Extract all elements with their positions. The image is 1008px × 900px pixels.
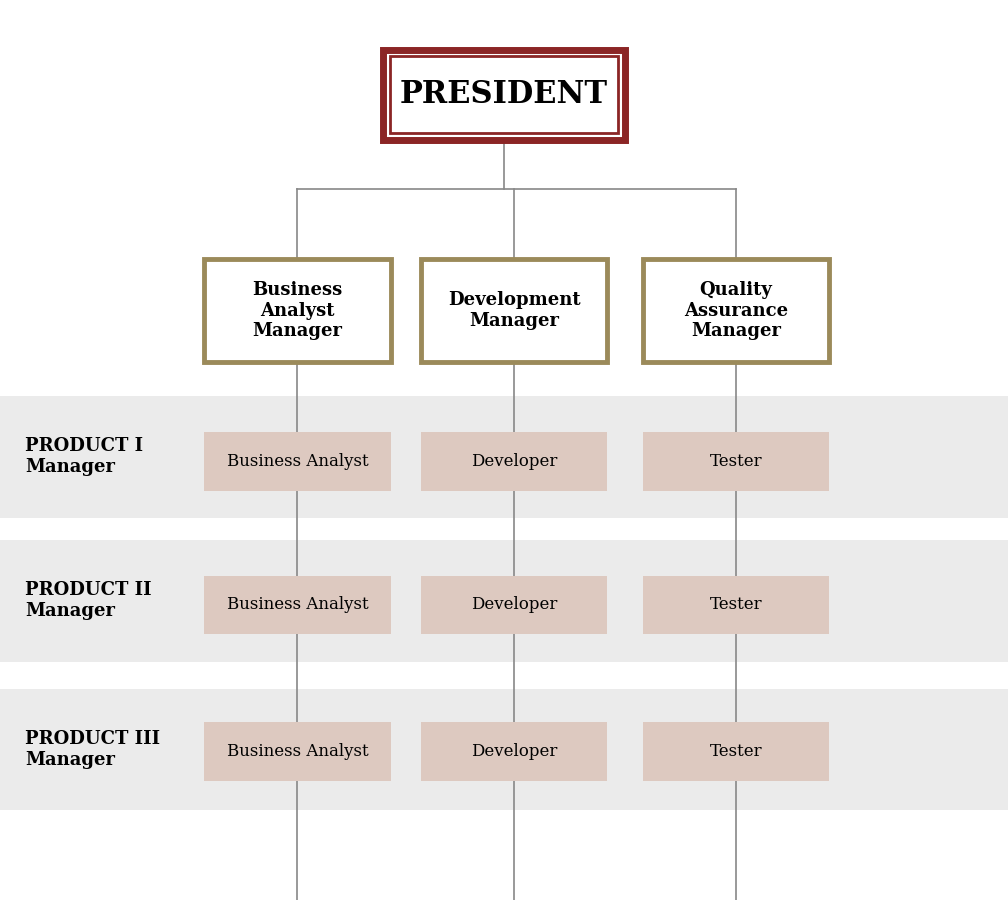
Bar xyxy=(0,540,1008,662)
Text: Business Analyst: Business Analyst xyxy=(227,743,368,760)
FancyBboxPatch shape xyxy=(642,259,829,362)
Text: Quality
Assurance
Manager: Quality Assurance Manager xyxy=(683,281,788,340)
FancyBboxPatch shape xyxy=(383,50,625,140)
Text: Development
Manager: Development Manager xyxy=(448,291,581,330)
FancyBboxPatch shape xyxy=(204,722,390,780)
Text: PRODUCT I
Manager: PRODUCT I Manager xyxy=(25,437,143,476)
FancyBboxPatch shape xyxy=(642,722,829,780)
Text: Business Analyst: Business Analyst xyxy=(227,597,368,613)
Text: PRESIDENT: PRESIDENT xyxy=(400,79,608,110)
Text: PRODUCT II
Manager: PRODUCT II Manager xyxy=(25,581,152,620)
Text: Developer: Developer xyxy=(471,743,557,760)
Text: Developer: Developer xyxy=(471,597,557,613)
Text: Business Analyst: Business Analyst xyxy=(227,454,368,470)
Text: Tester: Tester xyxy=(710,743,762,760)
Bar xyxy=(0,396,1008,518)
FancyBboxPatch shape xyxy=(390,56,618,133)
FancyBboxPatch shape xyxy=(420,722,607,780)
FancyBboxPatch shape xyxy=(420,259,607,362)
FancyBboxPatch shape xyxy=(204,576,390,634)
FancyBboxPatch shape xyxy=(642,576,829,634)
Text: PRODUCT III
Manager: PRODUCT III Manager xyxy=(25,730,160,769)
FancyBboxPatch shape xyxy=(642,432,829,491)
FancyBboxPatch shape xyxy=(204,259,390,362)
Text: Tester: Tester xyxy=(710,597,762,613)
Text: Tester: Tester xyxy=(710,454,762,470)
FancyBboxPatch shape xyxy=(420,432,607,491)
FancyBboxPatch shape xyxy=(204,432,390,491)
Bar xyxy=(0,688,1008,810)
Text: Developer: Developer xyxy=(471,454,557,470)
Text: Business
Analyst
Manager: Business Analyst Manager xyxy=(252,281,343,340)
FancyBboxPatch shape xyxy=(420,576,607,634)
